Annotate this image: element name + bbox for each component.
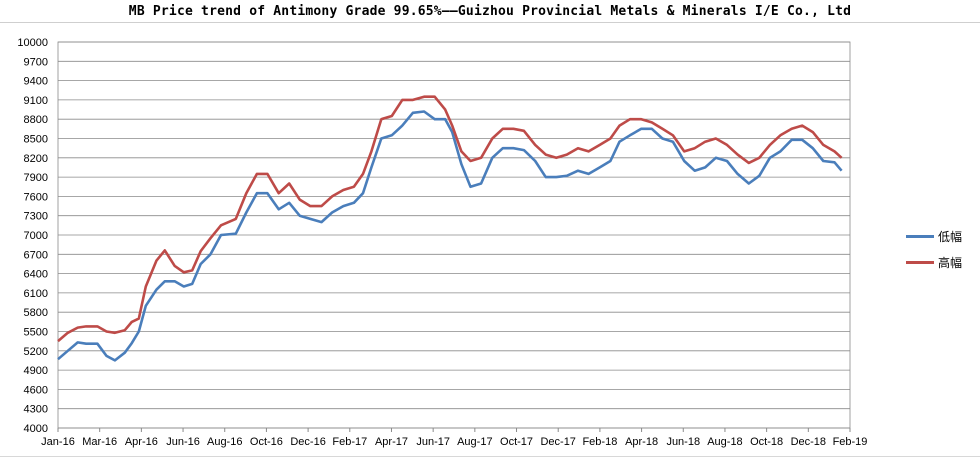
x-axis-ticks: Jan-16 Mar-16 Apr-16 Jun-16 Aug-16 Oct-16 Dec-… <box>41 428 867 448</box>
x-tick-label: Feb-19 <box>833 436 868 448</box>
series-lines <box>57 95 843 362</box>
x-tick-label: Aug-18 <box>707 436 742 448</box>
x-tick-label: Feb-18 <box>582 436 617 448</box>
y-tick-label: 4000 <box>24 423 48 435</box>
legend-item-high: 高幅 <box>906 249 962 275</box>
y-tick-label: 5200 <box>24 346 48 358</box>
x-tick-label: Mar-16 <box>82 436 117 448</box>
legend-item-low: 低幅 <box>906 223 962 249</box>
series-line-low <box>57 110 843 362</box>
y-tick-label: 5800 <box>24 307 48 319</box>
y-tick-label: 4300 <box>24 404 48 416</box>
x-tick-label: Dec-16 <box>290 436 325 448</box>
y-tick-label: 6700 <box>24 249 48 261</box>
y-tick-label: 10000 <box>17 37 48 49</box>
y-tick-label: 8500 <box>24 134 48 146</box>
y-tick-label: 7300 <box>24 211 48 223</box>
y-tick-label: 9400 <box>24 76 48 88</box>
y-tick-label: 9100 <box>24 95 48 107</box>
x-tick-label: Jan-16 <box>41 436 75 448</box>
x-tick-label: Dec-17 <box>540 436 575 448</box>
y-axis-ticks: 4000 4300 4600 4900 5200 5500 5800 6100 6400 6700… <box>17 37 48 435</box>
bottom-divider <box>0 456 980 457</box>
y-tick-label: 8800 <box>24 114 48 126</box>
x-tick-label: Dec-18 <box>791 436 826 448</box>
legend-label-high: 高幅 <box>938 255 963 270</box>
x-tick-label: Apr-18 <box>625 436 658 448</box>
x-tick-label: Jun-16 <box>166 436 200 448</box>
y-tick-label: 6100 <box>24 288 48 300</box>
x-tick-label: Jun-18 <box>666 436 700 448</box>
gridlines <box>57 41 851 429</box>
legend-swatch-high <box>906 260 934 264</box>
x-tick-label: Jun-17 <box>416 436 450 448</box>
legend-swatch-low <box>906 234 934 238</box>
y-tick-label: 9700 <box>24 56 48 68</box>
y-tick-label: 5500 <box>24 327 48 339</box>
title-divider <box>0 22 980 23</box>
legend-label-low: 低幅 <box>938 229 963 244</box>
x-tick-label: Aug-16 <box>207 436 242 448</box>
x-tick-label: Apr-17 <box>375 436 408 448</box>
y-tick-label: 7600 <box>24 191 48 203</box>
legend: 低幅 高幅 <box>906 223 962 275</box>
plot-area <box>57 41 851 429</box>
series-line-high <box>57 95 843 343</box>
x-tick-label: Aug-17 <box>457 436 492 448</box>
chart-title: MB Price trend of Antimony Grade 99.65%—… <box>128 4 852 19</box>
y-tick-label: 7900 <box>24 172 48 184</box>
y-tick-label: 8200 <box>24 153 48 165</box>
x-tick-label: Oct-16 <box>250 436 283 448</box>
x-tick-label: Feb-17 <box>332 436 367 448</box>
y-tick-label: 7000 <box>24 230 48 242</box>
y-tick-label: 4900 <box>24 365 48 377</box>
y-tick-label: 6400 <box>24 269 48 281</box>
x-tick-label: Oct-18 <box>750 436 783 448</box>
y-tick-label: 4600 <box>24 384 48 396</box>
x-tick-label: Oct-17 <box>500 436 533 448</box>
x-tick-label: Apr-16 <box>125 436 158 448</box>
